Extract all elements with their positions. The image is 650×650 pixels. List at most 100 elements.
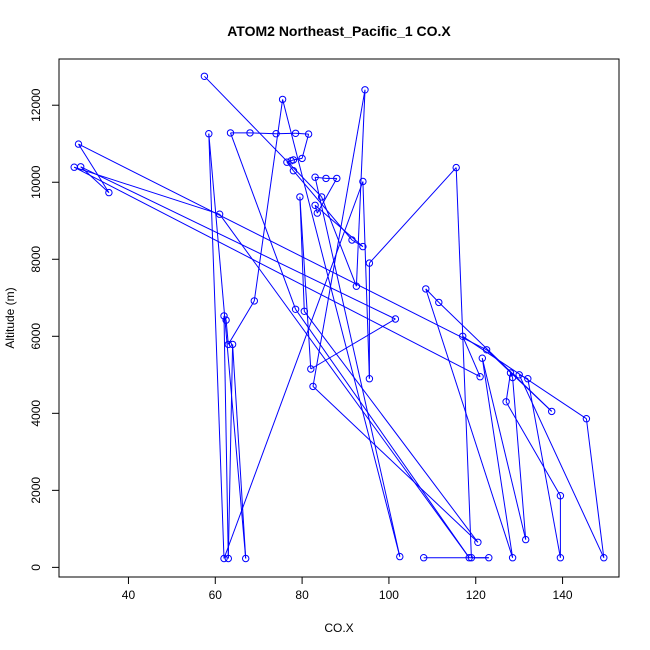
series-segment <box>527 378 561 558</box>
y-axis: 0 2000 4000 6000 8000 10000 12000 <box>29 88 59 571</box>
series-segment <box>253 99 284 301</box>
series-segment <box>310 318 396 370</box>
data-point <box>556 554 565 562</box>
plot-frame <box>58 58 620 578</box>
data-point <box>222 316 230 324</box>
data-point <box>215 210 224 218</box>
series-segment <box>518 374 605 558</box>
data-point <box>502 398 510 406</box>
series-segment <box>314 177 401 557</box>
data-point <box>224 340 233 349</box>
data-point <box>242 554 250 563</box>
series-segment <box>282 99 401 557</box>
series-segment <box>425 288 514 558</box>
data-point <box>322 174 330 183</box>
data-point <box>296 193 304 201</box>
data-point <box>300 307 308 315</box>
data-point <box>272 130 280 138</box>
series-segment <box>295 309 470 558</box>
data-point <box>465 554 473 562</box>
y-tick-label: 10000 <box>29 165 43 199</box>
series-segment <box>512 377 527 540</box>
data-point <box>474 538 482 546</box>
y-axis-title: Altitude (m) <box>3 287 17 348</box>
series-segment <box>227 300 255 345</box>
data-point <box>524 375 532 383</box>
series-segment <box>219 213 470 558</box>
x-tick-label: 120 <box>466 588 486 602</box>
data-point <box>352 282 361 290</box>
data-point <box>522 535 530 544</box>
series-segment <box>249 132 277 135</box>
data-point <box>485 554 493 562</box>
data-point <box>365 259 374 267</box>
data-point <box>287 157 295 165</box>
data-point <box>309 382 317 391</box>
data-point <box>582 415 591 423</box>
series-segment <box>295 132 309 135</box>
data-point <box>422 285 430 293</box>
series-segment <box>481 358 527 540</box>
data-point <box>420 554 428 562</box>
series-segment <box>223 181 364 559</box>
series-segment <box>78 143 487 351</box>
data-point <box>224 554 233 563</box>
data-point <box>515 371 523 379</box>
series-points <box>70 72 608 563</box>
data-point <box>311 173 319 181</box>
data-point <box>307 365 315 373</box>
data-point <box>70 163 78 171</box>
data-point <box>359 242 367 251</box>
series-segment <box>80 166 396 320</box>
chart-title: ATOM2 Northeast_Pacific_1 CO.X <box>227 23 451 39</box>
y-tick-label: 8000 <box>29 246 43 273</box>
data-point <box>396 552 404 561</box>
series-segment <box>312 386 479 543</box>
data-point <box>74 140 83 148</box>
data-point <box>508 373 517 382</box>
y-tick-label: 0 <box>29 564 43 571</box>
series-segment <box>585 418 605 558</box>
series-segment <box>230 132 297 310</box>
data-point <box>556 492 565 500</box>
series-segment <box>73 166 481 378</box>
x-tick-label: 140 <box>553 588 573 602</box>
series-segment <box>312 89 366 387</box>
data-point <box>105 188 113 197</box>
x-tick-label: 60 <box>209 588 223 602</box>
data-point <box>304 130 313 138</box>
series-segment <box>208 133 225 559</box>
series-segment <box>481 358 514 558</box>
data-point <box>313 209 321 217</box>
y-tick-label: 2000 <box>29 477 43 504</box>
series-segment <box>301 133 310 159</box>
series-segment <box>299 196 312 370</box>
data-point <box>548 407 556 416</box>
data-point <box>291 129 300 138</box>
series-segment <box>227 344 234 559</box>
data-point <box>452 163 460 172</box>
series-segment <box>286 161 294 172</box>
data-point <box>220 554 228 563</box>
data-point <box>200 72 209 81</box>
series-segment <box>316 178 338 214</box>
data-point <box>508 554 517 562</box>
data-point <box>359 177 367 186</box>
series-lines <box>73 75 605 559</box>
data-point <box>298 154 306 163</box>
series-segment <box>505 401 561 496</box>
series-segment <box>462 336 481 377</box>
series-segment <box>455 167 472 558</box>
series-segment <box>225 320 229 345</box>
data-point <box>361 86 369 94</box>
series-segment <box>208 133 247 559</box>
series-segment <box>74 166 220 215</box>
data-point <box>311 201 319 210</box>
data-point <box>391 315 400 323</box>
series-segment <box>362 181 370 379</box>
data-point <box>600 554 608 562</box>
y-tick-label: 12000 <box>29 88 43 122</box>
y-tick-label: 4000 <box>29 400 43 427</box>
